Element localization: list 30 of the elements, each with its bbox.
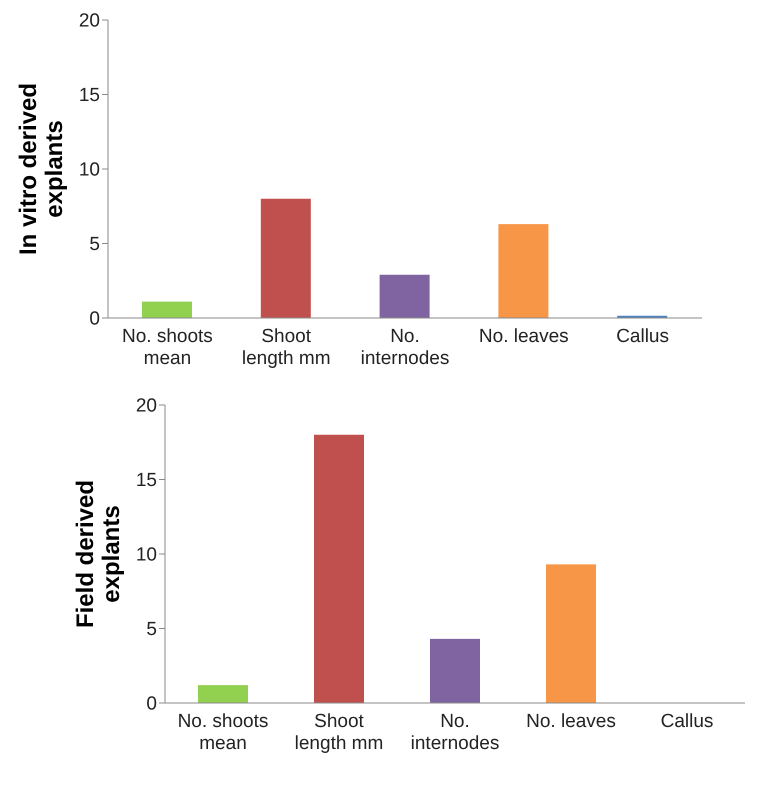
y-tick-label: 0 — [89, 308, 100, 330]
y-tick-label: 10 — [136, 544, 157, 566]
y-tick-label: 15 — [136, 470, 157, 492]
bar — [260, 198, 311, 318]
bar — [142, 302, 192, 318]
x-tick-label: No. leaves — [526, 711, 616, 732]
y-tick-label: 5 — [146, 619, 157, 640]
x-tick-label: Shoot length mm — [242, 326, 331, 369]
x-tick-label: Callus — [660, 711, 714, 732]
bar — [380, 274, 430, 318]
y-axis-title: Field derived explants — [72, 480, 125, 628]
x-tick-label: Callus — [616, 326, 670, 347]
y-tick-label: 20 — [136, 396, 157, 417]
x-tick-label: No. internodes — [360, 326, 450, 369]
x-tick-label: No. leaves — [478, 326, 569, 347]
x-tick-label: No. shoots mean — [178, 711, 268, 754]
y-axis-title: In vitro derived explants — [15, 82, 68, 256]
y-tick-label: 20 — [78, 10, 100, 32]
y-tick-label: 15 — [78, 85, 100, 106]
bar — [314, 434, 364, 703]
x-tick-label: No. internodes — [410, 711, 500, 754]
bar — [198, 685, 248, 703]
bar — [430, 638, 480, 703]
bar — [498, 224, 548, 318]
bar — [546, 564, 596, 703]
y-tick-label: 10 — [78, 160, 100, 181]
y-tick-label: 5 — [89, 234, 100, 256]
y-tick-label: 0 — [146, 694, 157, 715]
x-tick-label: Shoot length mm — [294, 711, 384, 754]
x-tick-label: No. shoots mean — [122, 326, 213, 369]
